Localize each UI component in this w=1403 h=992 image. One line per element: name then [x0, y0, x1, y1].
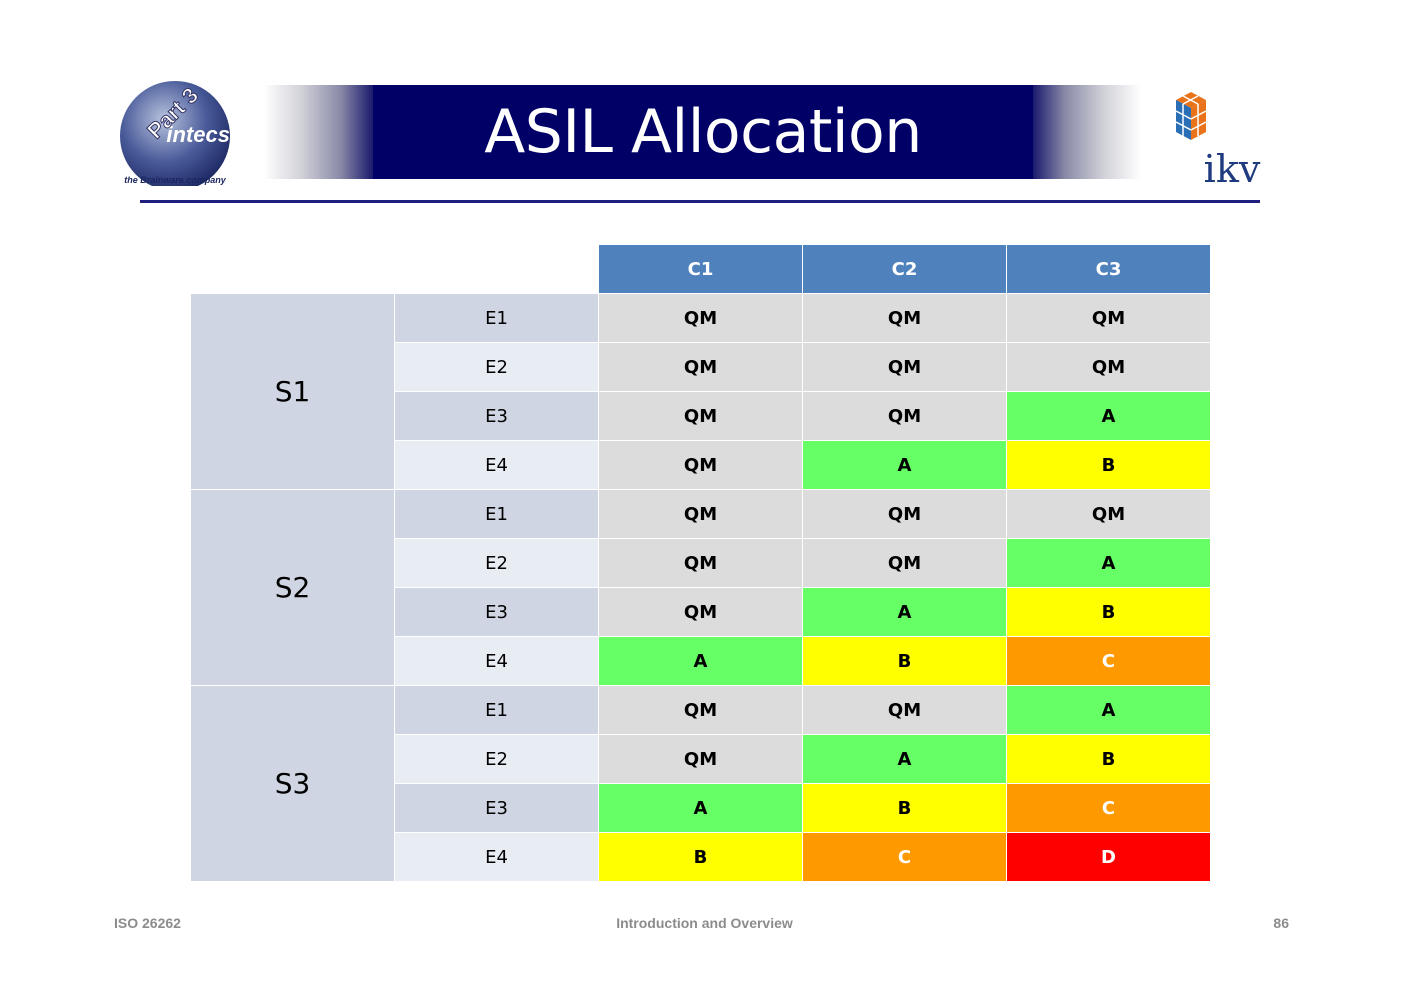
banner-fade-left — [264, 85, 373, 179]
asil-cell: QM — [599, 441, 802, 489]
asil-cell: D — [1007, 833, 1210, 881]
asil-cell: C — [1007, 784, 1210, 832]
ikv-wordmark: ikv — [1204, 147, 1261, 186]
asil-cell: A — [1007, 539, 1210, 587]
asil-cell: B — [1007, 735, 1210, 783]
intecs-wordmark: intecs — [166, 122, 230, 147]
asil-cell: QM — [599, 539, 802, 587]
header-rule — [140, 200, 1260, 203]
slide-title: ASIL Allocation — [373, 85, 1033, 179]
exposure-label: E1 — [395, 490, 598, 538]
exposure-label: E4 — [395, 441, 598, 489]
asil-table: C1 C2 C3 S1 E1 QM QM QM E2 QM QM QM E3 QM QM A E4 QM A B S2 E… — [191, 245, 1210, 881]
asil-cell: QM — [599, 294, 802, 342]
ikv-logo: ikv — [1150, 86, 1262, 191]
asil-cell: A — [599, 784, 802, 832]
exposure-label: E2 — [395, 343, 598, 391]
asil-cell: QM — [803, 490, 1006, 538]
asil-cell: A — [1007, 392, 1210, 440]
corner-empty — [191, 245, 598, 293]
asil-cell: A — [803, 735, 1006, 783]
exposure-label: E3 — [395, 784, 598, 832]
column-header-c2: C2 — [803, 245, 1006, 293]
intecs-logo: intecs Part 3 the Brainware company — [112, 66, 238, 191]
asil-cell: QM — [1007, 343, 1210, 391]
exposure-label: E1 — [395, 686, 598, 734]
exposure-label: E4 — [395, 637, 598, 685]
asil-cell: QM — [803, 686, 1006, 734]
column-header-c1: C1 — [599, 245, 802, 293]
asil-cell: QM — [599, 343, 802, 391]
asil-cell: QM — [599, 686, 802, 734]
footer-section: Introduction and Overview — [616, 915, 793, 931]
asil-cell: QM — [1007, 294, 1210, 342]
asil-cell: QM — [803, 343, 1006, 391]
asil-cell: B — [599, 833, 802, 881]
banner-fade-right — [1033, 85, 1141, 179]
asil-cell: QM — [803, 294, 1006, 342]
asil-cell: B — [1007, 588, 1210, 636]
asil-cell: B — [803, 637, 1006, 685]
column-header-c3: C3 — [1007, 245, 1210, 293]
asil-cell: A — [599, 637, 802, 685]
asil-cell: C — [803, 833, 1006, 881]
asil-cell: A — [1007, 686, 1210, 734]
exposure-label: E3 — [395, 392, 598, 440]
asil-cell: A — [803, 588, 1006, 636]
severity-label-s1: S1 — [191, 294, 394, 489]
asil-cell: QM — [1007, 490, 1210, 538]
asil-cell: QM — [599, 735, 802, 783]
footer-standard: ISO 26262 — [114, 915, 181, 931]
asil-cell: C — [1007, 637, 1210, 685]
exposure-label: E4 — [395, 833, 598, 881]
exposure-label: E1 — [395, 294, 598, 342]
asil-cell: QM — [599, 490, 802, 538]
asil-cell: QM — [599, 392, 802, 440]
exposure-label: E2 — [395, 539, 598, 587]
asil-cell: B — [1007, 441, 1210, 489]
severity-label-s2: S2 — [191, 490, 394, 685]
page-number: 86 — [1273, 915, 1289, 931]
exposure-label: E2 — [395, 735, 598, 783]
severity-label-s3: S3 — [191, 686, 394, 881]
asil-cell: QM — [599, 588, 802, 636]
asil-cell: QM — [803, 539, 1006, 587]
exposure-label: E3 — [395, 588, 598, 636]
intecs-tagline: the Brainware company — [124, 175, 227, 185]
asil-cell: QM — [803, 392, 1006, 440]
asil-cell: A — [803, 441, 1006, 489]
asil-cell: B — [803, 784, 1006, 832]
